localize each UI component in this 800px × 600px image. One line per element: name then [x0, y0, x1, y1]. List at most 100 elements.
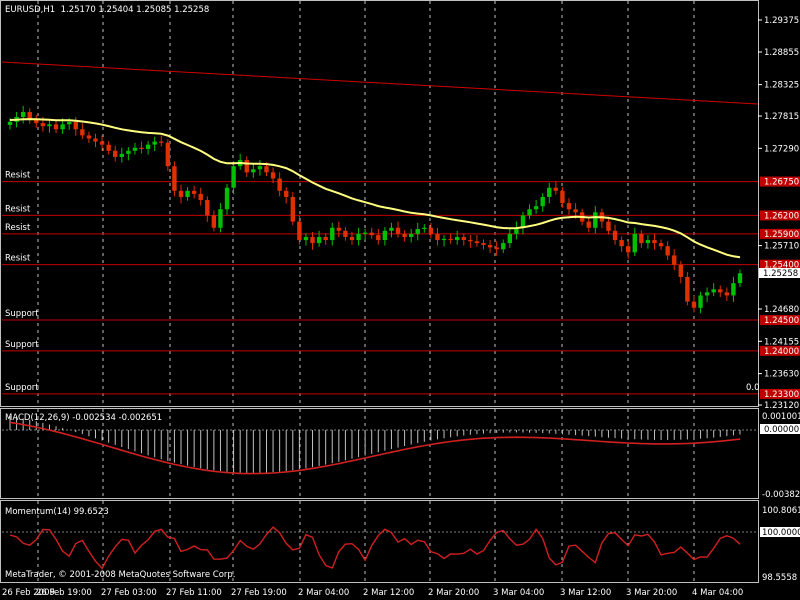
current-price-text: 1.25258 [763, 269, 798, 279]
ohlc-values: 1.25170 1.25404 1.25085 1.25258 [60, 5, 210, 15]
candle-body [724, 292, 730, 296]
candle-body [165, 142, 171, 167]
candle-body [382, 230, 388, 241]
price-label: 1.24680 [764, 305, 799, 315]
candle-body [7, 121, 13, 125]
candle-body [428, 227, 434, 234]
candle-body [178, 190, 184, 197]
candle-body [290, 196, 295, 222]
candle-body [612, 230, 618, 241]
candle-body [672, 255, 677, 265]
macd-pane [0, 408, 759, 499]
candle-body [132, 147, 138, 151]
candle-body [119, 153, 125, 157]
candle-body [66, 121, 72, 125]
candle-body [80, 129, 85, 136]
candle-body [284, 190, 289, 197]
price-label: 1.25710 [764, 242, 799, 252]
candle-body [395, 227, 401, 234]
time-label: 3 Mar 12:00 [560, 588, 611, 598]
current-price-tag [759, 268, 800, 278]
candle-body [704, 292, 710, 296]
candle-body [711, 289, 716, 293]
momentum-bottom: 98.5558 [762, 573, 797, 583]
candle-body [191, 190, 197, 194]
candle-body [323, 236, 328, 241]
momentum-mid-text: 100.0000 [762, 528, 800, 538]
chart-header: EURUSD,H1 1.25170 1.25404 1.25085 1.2525… [5, 5, 209, 15]
candle-body [244, 160, 249, 173]
candle-body [389, 227, 394, 231]
candle-body [211, 215, 217, 228]
level-label: Resist [5, 254, 31, 264]
vertical-grid [37, 1, 695, 582]
level-tag-text: 1.26750 [764, 178, 799, 188]
level-tag [760, 388, 800, 399]
momentum-title: Momentum(14) 99.6523 [5, 507, 109, 517]
time-label: 26 Feb 19:00 [36, 588, 92, 598]
candle-body [691, 301, 697, 308]
price-label: 1.23630 [764, 370, 799, 380]
momentum-line [9, 526, 741, 570]
candle-body [310, 236, 315, 244]
macd-title: MACD(12,26,9) -0.002534 -0.002651 [5, 413, 163, 423]
level-tag-text: 1.23300 [764, 390, 799, 400]
candle-body [586, 221, 591, 228]
macd-top: 0.001001 [762, 412, 800, 422]
tag-zero: 0.0 [746, 383, 760, 393]
candle-body [330, 227, 335, 241]
candle-body [435, 233, 440, 241]
macd-zero-tag [760, 424, 800, 434]
candle-body [139, 147, 144, 149]
level-tag-text: 1.25400 [764, 261, 799, 271]
momentum-mid-tag [760, 527, 800, 537]
candle-body [593, 212, 598, 228]
candle-body [40, 123, 46, 127]
candle-body [402, 233, 407, 237]
candle-body [501, 243, 506, 250]
candle-body [34, 120, 39, 124]
candle-body [224, 187, 230, 210]
moving-average-line [9, 118, 741, 259]
candle-body [251, 169, 256, 173]
candle-body [474, 241, 480, 244]
level-label: Resist [5, 204, 31, 214]
level-tag-text: 1.24500 [764, 316, 799, 326]
level-tag-text: 1.26200 [764, 211, 799, 221]
candle-body [159, 141, 164, 143]
candle-body [547, 187, 552, 197]
candle-body [645, 240, 651, 244]
time-label: 2 Mar 04:00 [298, 588, 349, 598]
candle-body [257, 166, 263, 170]
candle-body [718, 289, 723, 293]
momentum-top: 100.8061 [762, 506, 800, 516]
candle-body [619, 240, 624, 247]
candle-body [369, 232, 374, 236]
candle-body [698, 295, 703, 308]
symbol-timeframe: EURUSD,H1 [5, 5, 56, 15]
level-label: Resist [5, 171, 31, 181]
price-label: 1.28855 [764, 48, 799, 58]
candle-body [737, 273, 743, 284]
support-resistance-levels: Resist 1.26750 Resist 1.26200 Resist 1.25900 R… [2, 171, 800, 400]
level-tag [760, 228, 800, 239]
candle-body [152, 141, 157, 145]
candle-body [218, 209, 223, 228]
main-pane [0, 0, 759, 407]
candle-body [652, 240, 657, 244]
candle-body [126, 150, 131, 154]
time-label: 3 Mar 20:00 [626, 588, 677, 598]
copyright-text: MetaTrader, © 2001-2008 MetaQuotes Softw… [5, 570, 236, 580]
candle-body [487, 244, 493, 248]
candle-body [73, 121, 78, 130]
candle-body [205, 200, 210, 216]
candle-body [86, 135, 92, 139]
candle-body [606, 221, 611, 231]
candle-body [527, 209, 532, 216]
price-label: 1.24155 [764, 337, 799, 347]
candle-body [448, 238, 453, 241]
candle-body [481, 243, 486, 245]
price-label: 1.27815 [764, 112, 799, 122]
candle-body [27, 112, 32, 121]
candle-body [93, 138, 98, 142]
